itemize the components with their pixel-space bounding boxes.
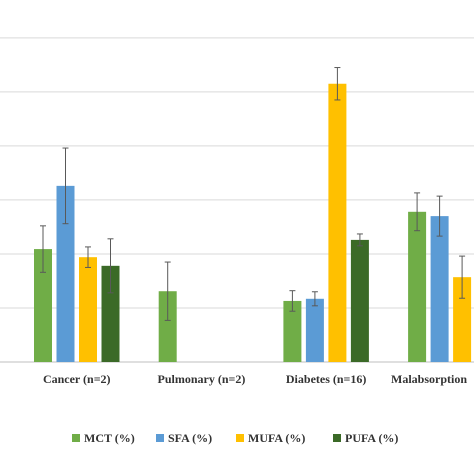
bar [350,239,369,362]
bar [328,83,347,362]
bar [101,265,120,362]
x-tick-label: Malabsorption [391,372,467,386]
x-tick-label: Cancer (n=2) [43,372,111,386]
error-bar [289,290,296,312]
error-bar [164,261,171,321]
bar [79,257,97,362]
bar [283,300,302,362]
error-bar [356,233,363,247]
error-bar [107,238,114,294]
bar [158,291,177,362]
bar [408,211,427,362]
error-bar [334,67,341,101]
legend-swatch [236,434,244,442]
legend-swatch [333,434,341,442]
error-bar [40,225,46,273]
bar [430,216,449,362]
bar [453,277,472,362]
legend-label: PUFA (%) [345,431,398,445]
error-bar [436,195,443,237]
legend-label: MCT (%) [84,431,135,445]
error-bar [311,291,318,307]
bar [56,185,75,362]
x-tick-label: Diabetes (n=16) [286,372,367,386]
error-bar [85,246,91,268]
bar [34,249,52,362]
error-bar [459,255,466,299]
error-bar [62,147,69,225]
bar [305,298,324,362]
legend-label: SFA (%) [168,431,212,445]
error-bar [414,192,421,232]
legend-swatch [72,434,80,442]
legend-swatch [156,434,164,442]
x-tick-label: Pulmonary (n=2) [158,372,246,386]
legend-label: MUFA (%) [248,431,305,445]
